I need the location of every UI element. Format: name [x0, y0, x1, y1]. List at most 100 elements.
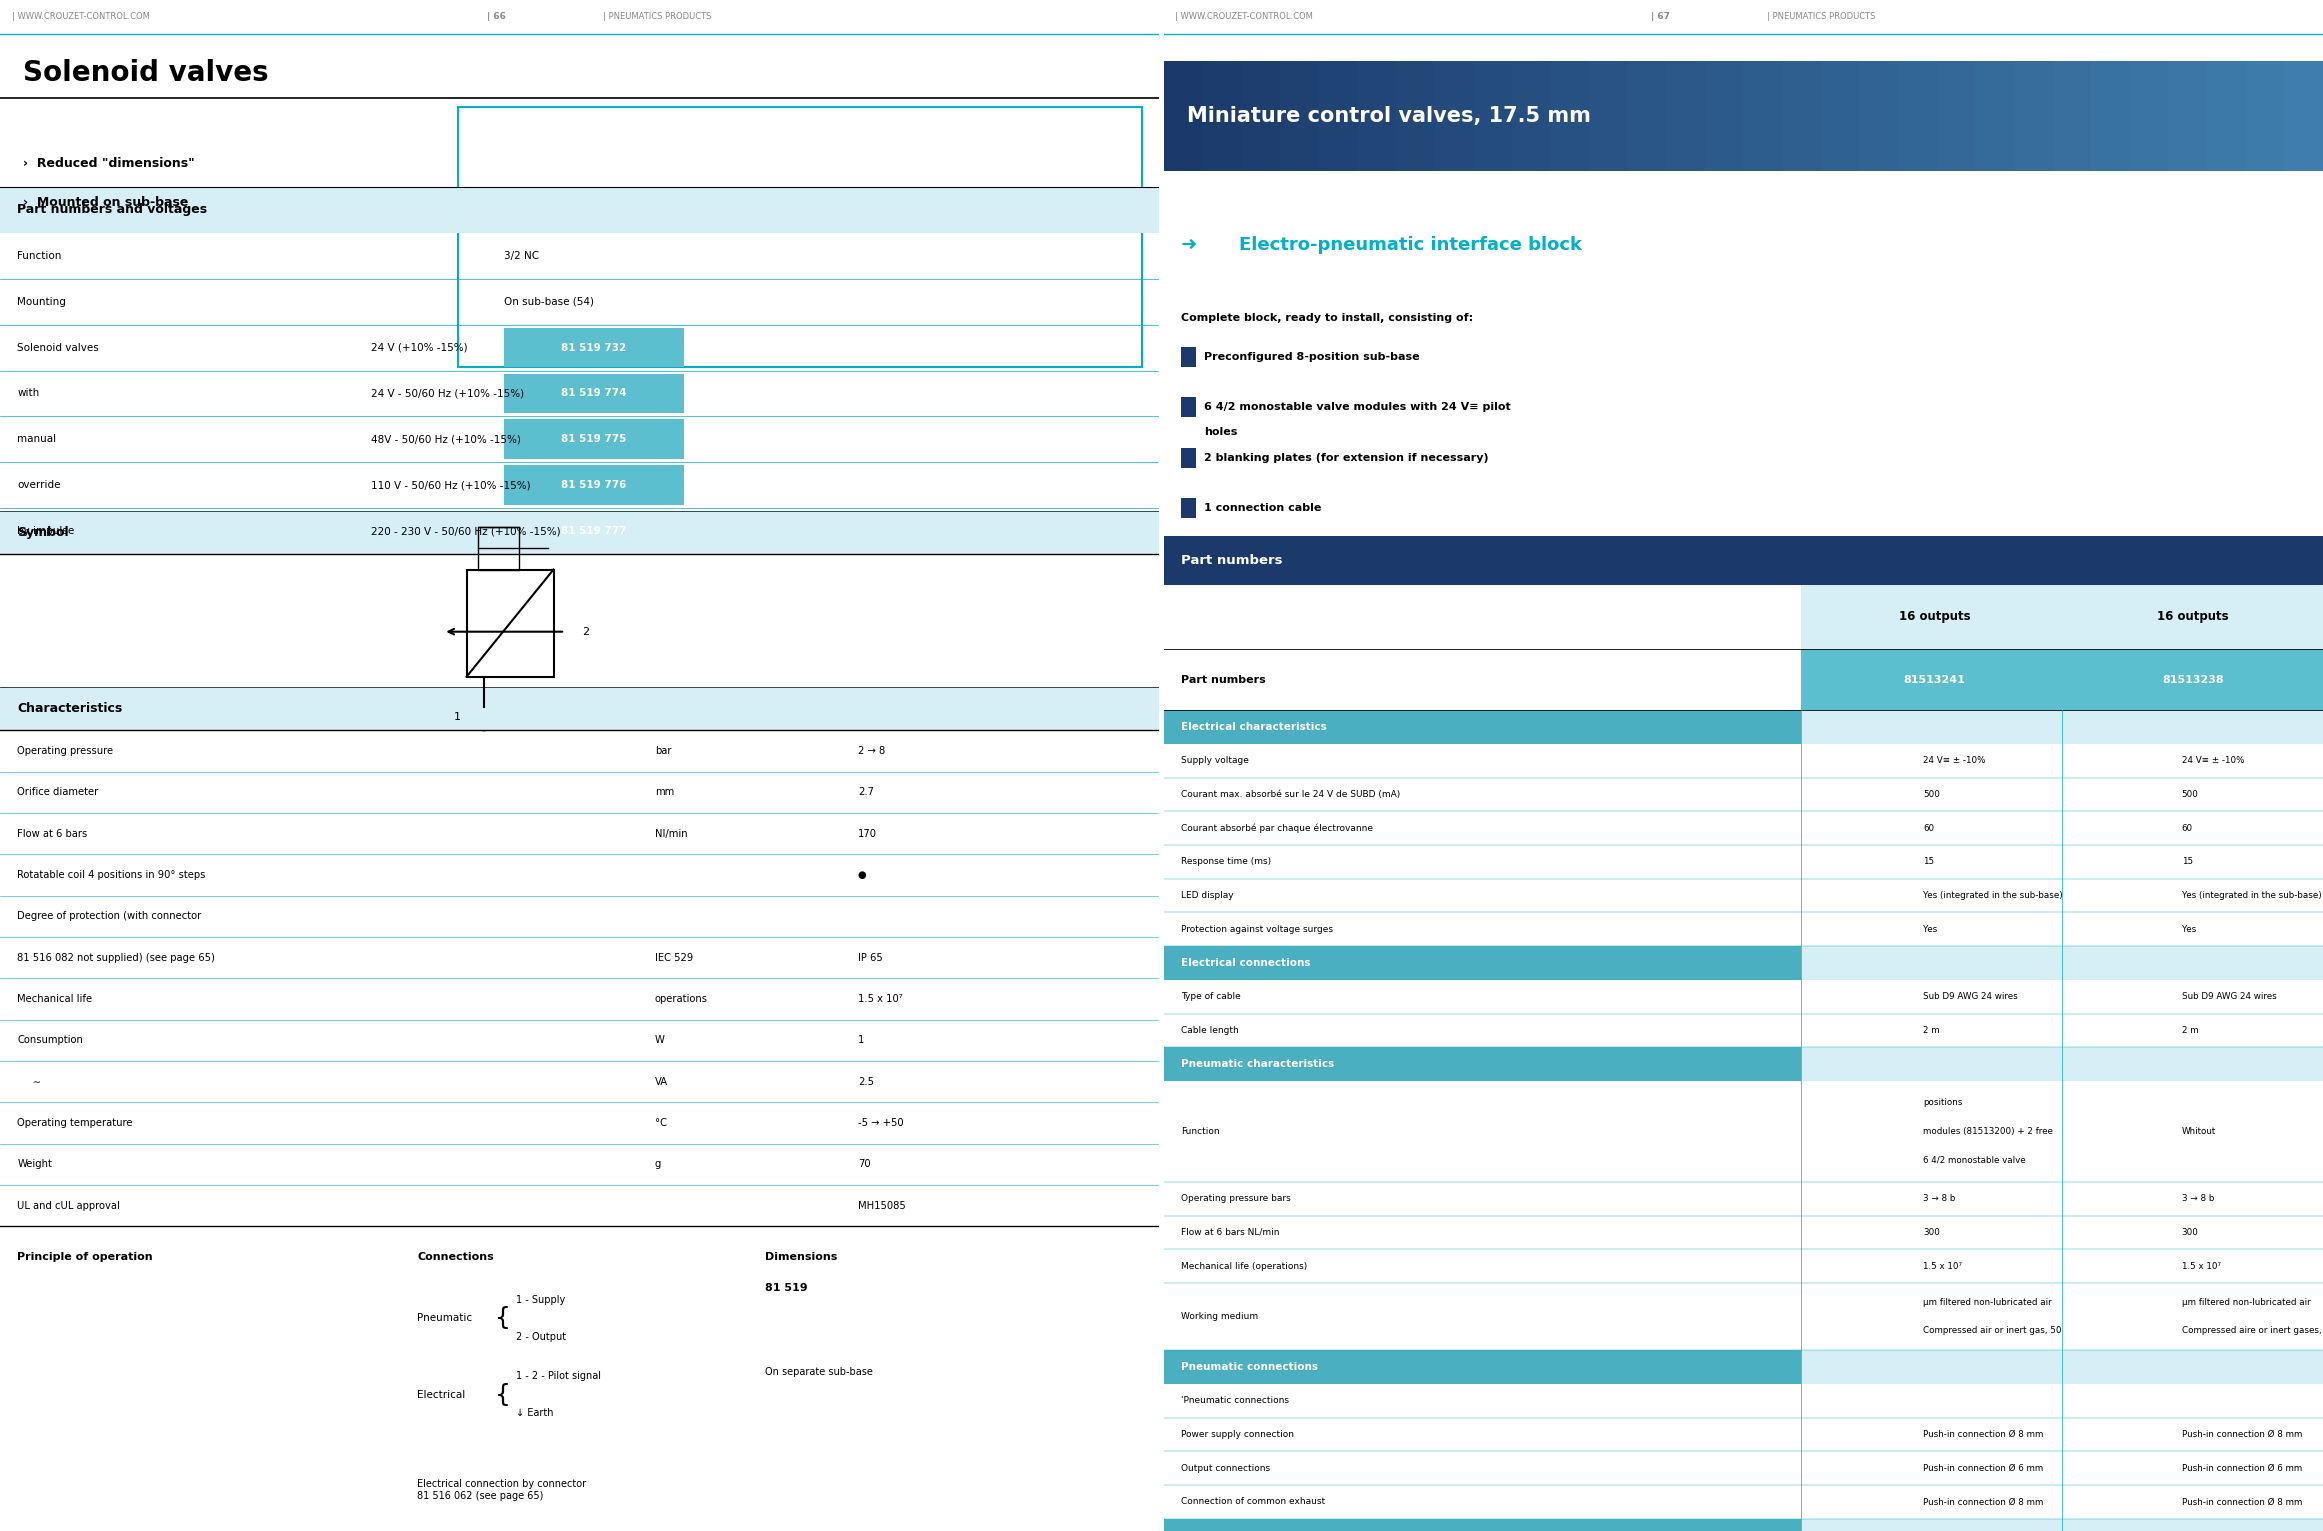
Bar — [467, 570, 553, 677]
Bar — [1666, 61, 1707, 171]
Bar — [1937, 61, 1977, 171]
Text: 2: 2 — [583, 626, 590, 637]
Text: Nl/min: Nl/min — [655, 828, 688, 839]
Bar — [458, 107, 1143, 367]
Text: Pneumatic: Pneumatic — [418, 1314, 472, 1323]
Text: Electro-pneumatic interface block: Electro-pneumatic interface block — [1238, 236, 1582, 254]
Bar — [1164, 1350, 2323, 1384]
Bar — [2091, 61, 2133, 171]
Text: Symbol: Symbol — [16, 527, 70, 539]
Text: {: { — [495, 1382, 511, 1407]
Bar — [1782, 61, 1824, 171]
Text: 1.5 x 10⁷: 1.5 x 10⁷ — [857, 994, 904, 1004]
Text: Push-in connection Ø 6 mm: Push-in connection Ø 6 mm — [1923, 1464, 2044, 1473]
Text: 170: 170 — [857, 828, 876, 839]
Text: Preconfigured 8-position sub-base: Preconfigured 8-position sub-base — [1203, 352, 1419, 361]
Text: ∼: ∼ — [16, 1076, 42, 1087]
Bar — [504, 328, 683, 367]
Text: Pneumatic connections: Pneumatic connections — [1180, 1363, 1317, 1372]
Text: 2.7: 2.7 — [857, 787, 873, 798]
Text: Complete block, ready to install, consisting of:: Complete block, ready to install, consis… — [1180, 314, 1473, 323]
Text: Solenoid valves: Solenoid valves — [23, 60, 269, 87]
Text: Courant absorbé par chaque électrovanne: Courant absorbé par chaque électrovanne — [1180, 824, 1373, 833]
Bar — [1705, 61, 1745, 171]
Text: MH15085: MH15085 — [857, 1200, 906, 1211]
Text: 81513241: 81513241 — [1905, 675, 1965, 684]
Bar — [1898, 61, 1940, 171]
Text: Electrical connections: Electrical connections — [1180, 958, 1310, 968]
Bar — [1800, 1350, 2063, 1384]
Text: by impulse: by impulse — [16, 527, 74, 536]
Text: 2 m: 2 m — [1923, 1026, 1940, 1035]
Text: VA: VA — [655, 1076, 669, 1087]
Text: Part numbers and voltages: Part numbers and voltages — [16, 204, 207, 216]
Text: g: g — [655, 1159, 662, 1170]
Text: 81 519 777: 81 519 777 — [562, 527, 627, 536]
Text: 6 4/2 monostable valve modules with 24 V≡ pilot: 6 4/2 monostable valve modules with 24 V… — [1203, 403, 1512, 412]
Text: Push-in connection Ø 8 mm: Push-in connection Ø 8 mm — [1923, 1497, 2044, 1507]
Bar — [1240, 61, 1282, 171]
Text: {: { — [495, 1306, 511, 1330]
Bar — [2063, 710, 2323, 744]
Text: Sub D9 AWG 24 wires: Sub D9 AWG 24 wires — [1923, 992, 2019, 1001]
Bar — [2246, 61, 2286, 171]
Text: On separate sub-base: On separate sub-base — [764, 1367, 873, 1376]
Text: ●: ● — [857, 870, 866, 880]
Bar — [1473, 61, 1515, 171]
Text: 220 - 230 V - 50/60 Hz (+10% -15%): 220 - 230 V - 50/60 Hz (+10% -15%) — [372, 527, 560, 536]
Text: 1: 1 — [453, 712, 460, 721]
Text: 1 connection cable: 1 connection cable — [1203, 504, 1322, 513]
Bar — [1800, 946, 2063, 980]
Bar — [1164, 1519, 2323, 1531]
Bar — [1180, 449, 1196, 468]
Text: modules (81513200) + 2 free: modules (81513200) + 2 free — [1923, 1127, 2054, 1136]
Text: Operating pressure: Operating pressure — [16, 746, 114, 756]
Text: | WWW.CROUZET-CONTROL.COM: | WWW.CROUZET-CONTROL.COM — [1175, 12, 1312, 21]
Text: Connections: Connections — [418, 1252, 495, 1262]
Text: 24 V≡ ± -10%: 24 V≡ ± -10% — [1923, 756, 1986, 766]
Bar — [2130, 61, 2170, 171]
Bar — [1821, 61, 1861, 171]
Text: 110 V - 50/60 Hz (+10% -15%): 110 V - 50/60 Hz (+10% -15%) — [372, 481, 530, 490]
Bar — [2063, 1047, 2323, 1081]
Bar — [2063, 946, 2323, 980]
Text: μm filtered non-lubricated air: μm filtered non-lubricated air — [1923, 1298, 2051, 1307]
Bar — [1549, 61, 1591, 171]
Bar — [1800, 1047, 2063, 1081]
Text: 48V - 50/60 Hz (+10% -15%): 48V - 50/60 Hz (+10% -15%) — [372, 435, 520, 444]
Text: Yes (integrated in the sub-base): Yes (integrated in the sub-base) — [2181, 891, 2321, 900]
Text: Supply voltage: Supply voltage — [1180, 756, 1250, 766]
Bar — [1512, 61, 1552, 171]
Bar — [1628, 61, 1668, 171]
Bar — [1180, 398, 1196, 418]
Text: ➜: ➜ — [1180, 236, 1199, 254]
Text: 500: 500 — [2181, 790, 2198, 799]
Bar — [1396, 61, 1436, 171]
Text: Working medium: Working medium — [1180, 1312, 1259, 1321]
Text: Consumption: Consumption — [16, 1035, 84, 1046]
Text: 70: 70 — [857, 1159, 871, 1170]
Text: Push-in connection Ø 8 mm: Push-in connection Ø 8 mm — [2181, 1430, 2302, 1439]
Text: Cable length: Cable length — [1180, 1026, 1238, 1035]
Text: 24 V (+10% -15%): 24 V (+10% -15%) — [372, 343, 467, 352]
Bar — [1180, 348, 1196, 367]
Text: Part numbers: Part numbers — [1180, 554, 1282, 566]
Text: Electrical: Electrical — [418, 1390, 465, 1399]
Bar — [479, 527, 518, 570]
Text: Operating pressure bars: Operating pressure bars — [1180, 1194, 1292, 1203]
Bar — [1164, 536, 2323, 585]
Text: 300: 300 — [2181, 1228, 2198, 1237]
Text: 2 blanking plates (for extension if necessary): 2 blanking plates (for extension if nece… — [1203, 453, 1489, 462]
Text: Function: Function — [16, 251, 63, 260]
Text: 1.5 x 10⁷: 1.5 x 10⁷ — [2181, 1262, 2221, 1271]
Text: Output connections: Output connections — [1180, 1464, 1271, 1473]
Bar — [2063, 1350, 2323, 1384]
Text: Operating temperature: Operating temperature — [16, 1118, 132, 1128]
Bar — [1357, 61, 1398, 171]
Text: 'Pneumatic connections: 'Pneumatic connections — [1180, 1396, 1289, 1405]
Text: 1 - 2 - Pilot signal: 1 - 2 - Pilot signal — [516, 1372, 602, 1381]
Text: positions: positions — [1923, 1098, 1963, 1107]
Text: 60: 60 — [1923, 824, 1935, 833]
Text: Dimensions: Dimensions — [764, 1252, 836, 1262]
Text: 1: 1 — [857, 1035, 864, 1046]
